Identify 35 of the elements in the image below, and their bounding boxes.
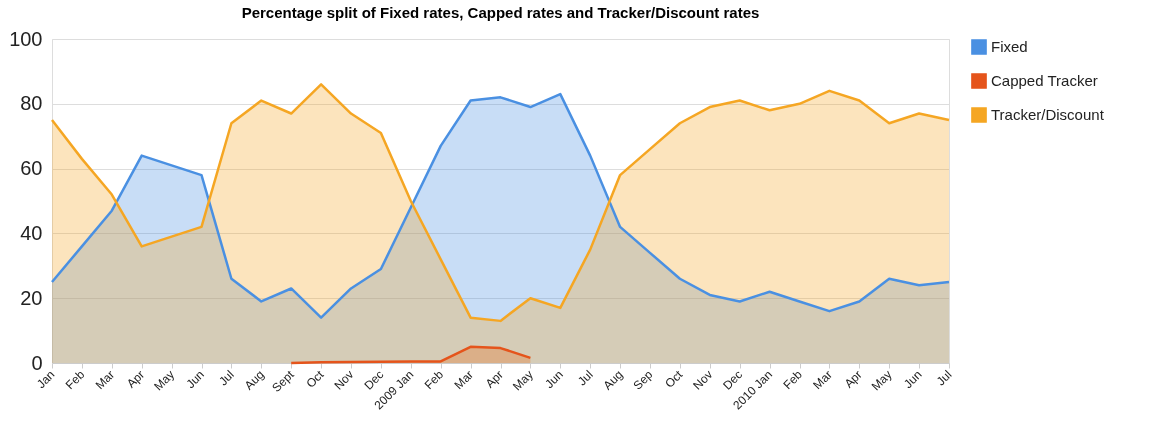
- y-tick-label: 100: [9, 27, 43, 50]
- y-tick-label: 40: [20, 221, 43, 244]
- y-tick-label: 60: [20, 157, 43, 180]
- x-tick-label: Aug: [600, 367, 626, 393]
- x-tick-label: Mar: [92, 367, 118, 393]
- x-tick-label: Apr: [841, 367, 865, 391]
- x-tick-label: Jul: [216, 367, 237, 389]
- x-tick-label: May: [151, 367, 178, 394]
- x-tick-label: Jun: [900, 367, 925, 392]
- y-tick-label: 80: [20, 92, 43, 115]
- x-tick-label: Mar: [810, 367, 835, 393]
- y-tick-label: 0: [31, 351, 43, 374]
- x-tick-label: Feb: [421, 367, 447, 393]
- x-tick-label: Jul: [574, 367, 596, 389]
- legend-label: Tracker/Discount: [991, 106, 1105, 123]
- x-tick-label: Apr: [482, 367, 506, 391]
- chart-title: Percentage split of Fixed rates, Capped rates and Tracker/Discount rates: [241, 4, 760, 21]
- x-tick-label: Jul: [933, 367, 955, 389]
- x-tick-label: Nov: [690, 367, 716, 393]
- x-tick-label: Feb: [780, 367, 806, 393]
- x-tick-label: Nov: [331, 367, 357, 393]
- x-tick-label: May: [868, 367, 895, 394]
- x-tick-label: May: [509, 367, 536, 394]
- x-tick-label: Oct: [303, 367, 328, 391]
- x-tick-label: Feb: [62, 367, 88, 393]
- x-tick-label: Oct: [662, 367, 686, 391]
- x-tick-label: Jun: [542, 367, 566, 392]
- x-tick-label: Sep: [630, 367, 656, 393]
- x-tick-label: Aug: [241, 367, 267, 393]
- x-tick-label: Apr: [124, 367, 148, 391]
- legend-label: Fixed: [991, 38, 1028, 55]
- x-tick-label: Mar: [451, 367, 477, 393]
- legend-label: Capped Tracker: [991, 72, 1098, 89]
- y-tick-label: 20: [20, 286, 43, 309]
- x-tick-label: Jun: [183, 367, 207, 392]
